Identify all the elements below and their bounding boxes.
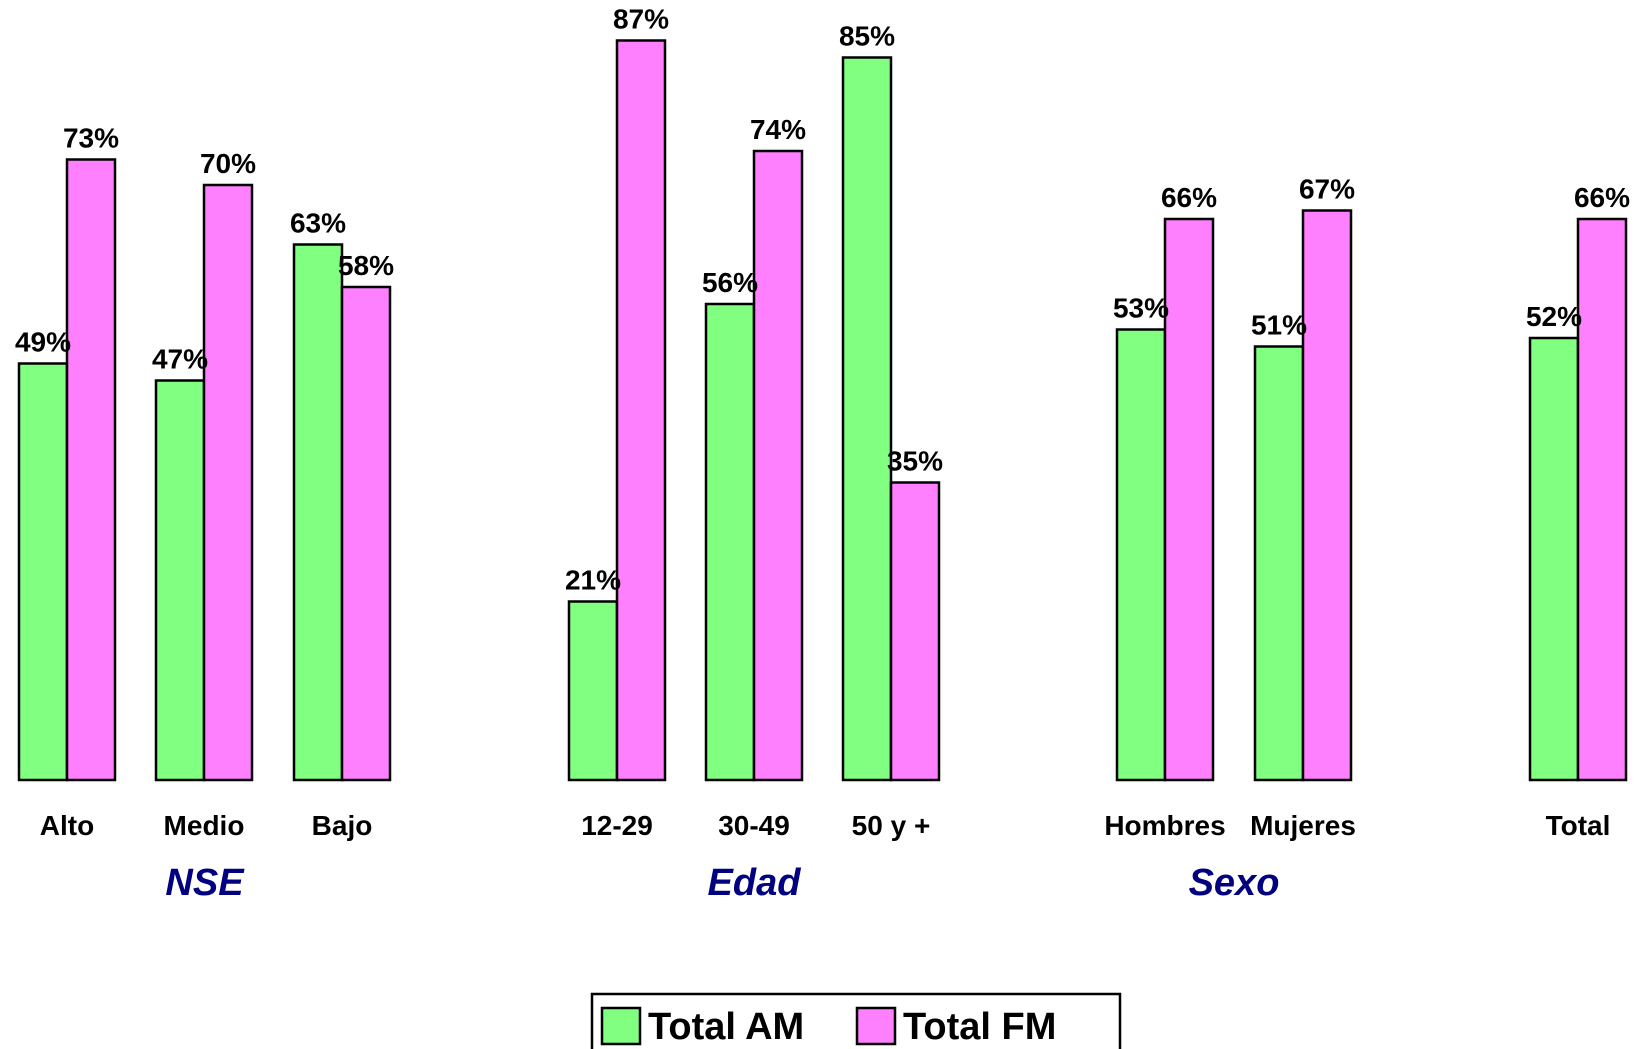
bar-total-am-mujeres [1253,345,1305,782]
bar-total-fm-hombres [1163,217,1215,782]
value-label-total-fm-hombres: 66% [1161,182,1217,213]
category-label-12-29: 12-29 [581,810,653,841]
bar-total-am-12-29 [567,600,619,782]
bars-layer [17,39,1628,782]
value-label-total-am-total: 52% [1526,301,1582,332]
bar-total-fm-medio [202,183,254,782]
legend-label-total-am: Total AM [648,1006,804,1048]
value-label-total-am-50-y: 85% [839,21,895,52]
bar-total-fm-alto [65,158,117,782]
value-label-total-am-bajo: 63% [290,208,346,239]
bar-total-am-alto [17,362,69,782]
value-label-total-fm-medio: 70% [200,148,256,179]
group-labels-layer: NSE Edad Sexo [165,862,1279,904]
legend-swatch-total-fm [855,1006,897,1046]
legend-label-total-fm: Total FM [903,1006,1056,1048]
bar-total-fm-12-29 [615,39,667,782]
category-label-30-49: 30-49 [718,810,790,841]
value-label-total-fm-12-29: 87% [613,4,669,35]
bar-total-am-30-49 [704,302,756,782]
category-label-mujeres: Mujeres [1250,810,1356,841]
bar-total-fm-total [1576,217,1628,782]
value-labels-layer: 49% 73% 47% 70% 63% 58% 21% 87% 56% 74% 85% 35% 53% 6… [15,4,1630,596]
category-label-medio: Medio [164,810,245,841]
value-label-total-am-medio: 47% [152,344,208,375]
bar-total-am-medio [154,379,206,782]
category-label-bajo: Bajo [312,810,373,841]
category-label-alto: Alto [40,810,94,841]
value-label-total-fm-50-y: 35% [887,446,943,477]
bar-total-am-bajo [292,243,344,782]
value-label-total-fm-total: 66% [1574,182,1630,213]
value-label-total-am-mujeres: 51% [1251,310,1307,341]
group-label-edad: Edad [708,862,802,904]
value-label-total-am-30-49: 56% [702,267,758,298]
bar-total-am-50-y [841,56,893,782]
value-label-total-fm-alto: 73% [63,123,119,154]
value-label-total-am-alto: 49% [15,327,71,358]
bar-total-fm-bajo [340,285,392,782]
bar-total-am-total [1528,336,1580,782]
bar-total-fm-50-y [889,481,941,782]
legend: Total AM Total FM [590,992,1122,1049]
category-label-total: Total [1546,810,1611,841]
group-label-sexo: Sexo [1189,862,1280,904]
value-label-total-am-12-29: 21% [565,565,621,596]
group-label-nse: NSE [165,862,245,904]
bar-total-fm-30-49 [752,149,804,782]
value-label-total-fm-30-49: 74% [750,114,806,145]
bar-total-am-hombres [1115,328,1167,782]
value-label-total-fm-mujeres: 67% [1299,174,1355,205]
category-label-50-y: 50 y + [852,810,931,841]
legend-swatch-total-am [600,1006,642,1046]
category-label-hombres: Hombres [1104,810,1225,841]
value-label-total-am-hombres: 53% [1113,293,1169,324]
bar-total-fm-mujeres [1301,209,1353,782]
category-labels-layer: Alto Medio Bajo 12-29 30-49 50 y + Hombres Muje… [40,810,1611,841]
value-label-total-fm-bajo: 58% [338,250,394,281]
